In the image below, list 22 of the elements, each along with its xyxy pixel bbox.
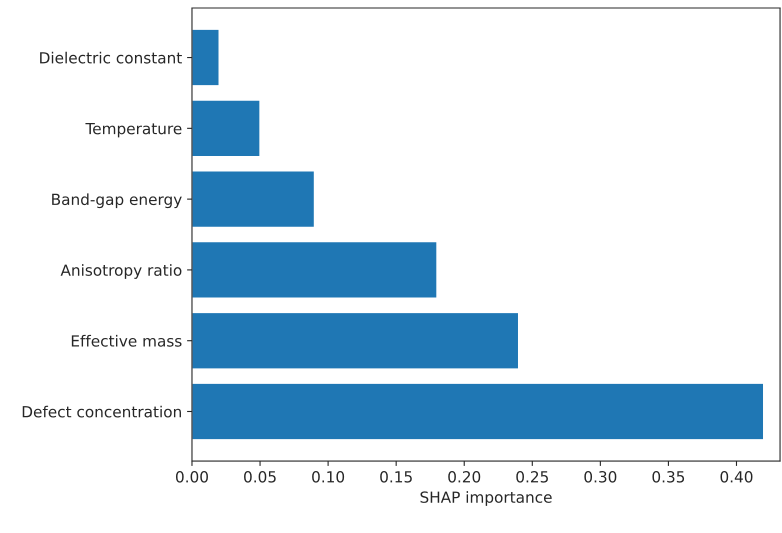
- bar: [192, 240, 438, 299]
- bar: [192, 99, 261, 158]
- x-tick-label: 0.30: [584, 471, 616, 483]
- x-tick-label: 0.15: [380, 471, 412, 483]
- y-tick-label: Effective mass: [72, 334, 182, 347]
- x-tick-label: 0.10: [312, 471, 344, 483]
- y-tick-label: Temperature: [85, 123, 182, 138]
- x-tick-label: 0.35: [652, 471, 684, 483]
- x-axis-title: SHAP importance: [420, 491, 552, 506]
- y-tick-label: Anisotropy ratio: [60, 264, 182, 279]
- x-tick-label: 0.05: [244, 471, 276, 483]
- bar: [192, 382, 764, 441]
- x-tick-label: 0.20: [448, 471, 480, 483]
- y-tick-label: Dielectric constant: [40, 52, 182, 64]
- y-tick-label: Defect concentration: [22, 406, 181, 418]
- bar: [192, 312, 520, 370]
- y-tick-label: Band-gap energy: [52, 193, 182, 208]
- bar: [192, 170, 316, 228]
- bar: [192, 28, 220, 87]
- x-tick-label: 0.25: [516, 471, 548, 483]
- x-tick-label: 0.00: [176, 471, 208, 483]
- x-tick-label: 0.40: [720, 471, 752, 483]
